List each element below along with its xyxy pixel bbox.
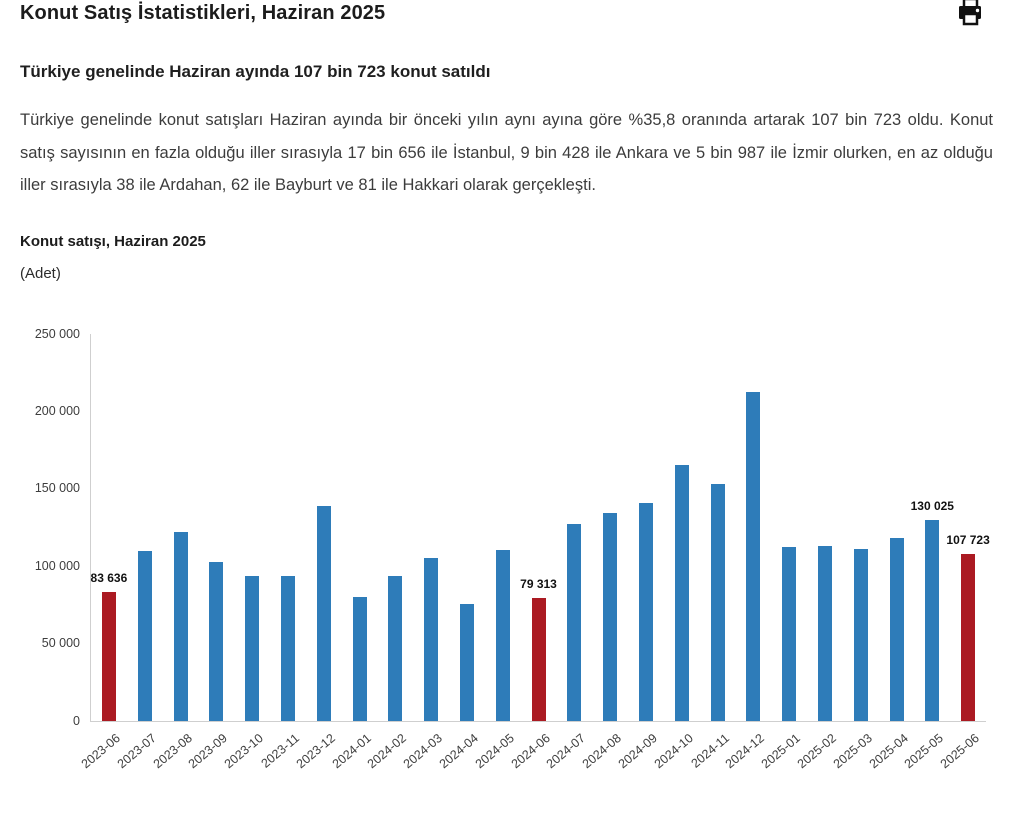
- bar-2024-01: [352, 596, 367, 721]
- x-tick-label: 2023-11: [258, 730, 302, 771]
- bar-2025-04: [889, 537, 904, 721]
- x-tick-label: 2025-02: [794, 730, 839, 771]
- page-title: Konut Satış İstatistikleri, Haziran 2025: [20, 2, 386, 24]
- printer-icon: [959, 0, 981, 26]
- bulletin-page: Konut Satış İstatistikleri, Haziran 2025…: [20, 0, 993, 771]
- print-button[interactable]: [955, 0, 985, 32]
- bar-2024-05: [495, 549, 510, 721]
- bar-2023-12: [316, 505, 331, 721]
- bar-2025-03: [853, 548, 868, 721]
- bar-2024-04: [459, 603, 474, 721]
- x-tick-label: 2024-01: [329, 730, 374, 771]
- bar-2025-05: [925, 519, 940, 721]
- y-tick-label: 250 000: [34, 326, 80, 341]
- x-tick-label: 2025-03: [830, 730, 875, 771]
- bar-2024-12: [746, 391, 761, 721]
- bar-value-label: 107 723: [946, 532, 990, 547]
- bar-2024-06: [531, 597, 546, 721]
- bulletin-subtitle: Türkiye genelinde Haziran ayında 107 bin…: [20, 62, 491, 81]
- bar-2025-02: [817, 545, 832, 721]
- bar-value-label: 83 636: [90, 570, 128, 585]
- bar-2024-10: [674, 464, 689, 721]
- x-tick-label: 2023-06: [78, 730, 123, 771]
- bar-2024-09: [638, 502, 653, 721]
- bar-2023-09: [209, 561, 224, 721]
- y-tick-label: 150 000: [34, 481, 80, 496]
- y-tick-label: 100 000: [34, 558, 80, 573]
- chart-unit-label: (Adet): [20, 264, 61, 282]
- bar-2023-08: [173, 531, 188, 721]
- chart-title: Konut satışı, Haziran 2025: [20, 232, 206, 250]
- bar-2024-02: [388, 575, 403, 721]
- bar-2023-11: [280, 575, 295, 721]
- x-tick-label: 2024-06: [508, 730, 553, 771]
- x-tick-label: 2024-03: [400, 730, 446, 771]
- x-tick-label: 2024-05: [472, 730, 517, 771]
- x-tick-label: 2024-10: [651, 730, 696, 771]
- y-tick-label: 50 000: [41, 636, 80, 651]
- bar-2024-03: [424, 557, 439, 721]
- bar-2023-06: [101, 591, 116, 721]
- summary-paragraph: Türkiye genelinde konut satışları Hazira…: [20, 111, 993, 194]
- x-tick-label: 2023-12: [293, 730, 338, 771]
- bar-2023-10: [245, 575, 260, 721]
- bar-2024-08: [603, 512, 618, 721]
- x-tick-label: 2024-02: [365, 730, 410, 771]
- bar-value-label: 79 313: [520, 576, 557, 591]
- x-tick-label: 2023-10: [221, 730, 267, 771]
- bar-2024-07: [567, 523, 582, 721]
- x-tick-label: 2023-07: [114, 730, 159, 771]
- bar-2024-11: [710, 483, 725, 721]
- x-tick-label: 2025-05: [902, 730, 947, 771]
- x-tick-label: 2025-01: [758, 730, 804, 771]
- bar-2025-01: [782, 546, 797, 721]
- x-tick-label: 2024-04: [436, 730, 481, 771]
- x-tick-label: 2024-09: [615, 730, 660, 771]
- y-tick-label: 200 000: [34, 403, 80, 418]
- x-tick-label: 2025-06: [937, 730, 983, 771]
- x-tick-label: 2025-04: [866, 730, 911, 771]
- bar-value-label: 130 025: [910, 498, 954, 513]
- x-tick-label: 2024-12: [723, 730, 768, 771]
- x-tick-label: 2023-09: [186, 730, 231, 771]
- bar-2025-06: [961, 553, 976, 721]
- x-tick-label: 2023-08: [150, 730, 195, 771]
- x-tick-label: 2024-08: [579, 730, 625, 771]
- bar-2023-07: [137, 550, 152, 721]
- housing-sales-bar-chart: 2023-06 2023-07 2023-08 2023-09 2023-10 2023-…: [20, 327, 993, 771]
- x-tick-label: 2024-07: [544, 730, 589, 771]
- y-tick-label: 0: [73, 713, 80, 728]
- chart-x-axis: 2023-06 2023-07 2023-08 2023-09 2023-10 2023-…: [79, 721, 986, 786]
- chart-plot-area: 2023-06 2023-07 2023-08 2023-09 2023-10 2023-…: [35, 327, 990, 771]
